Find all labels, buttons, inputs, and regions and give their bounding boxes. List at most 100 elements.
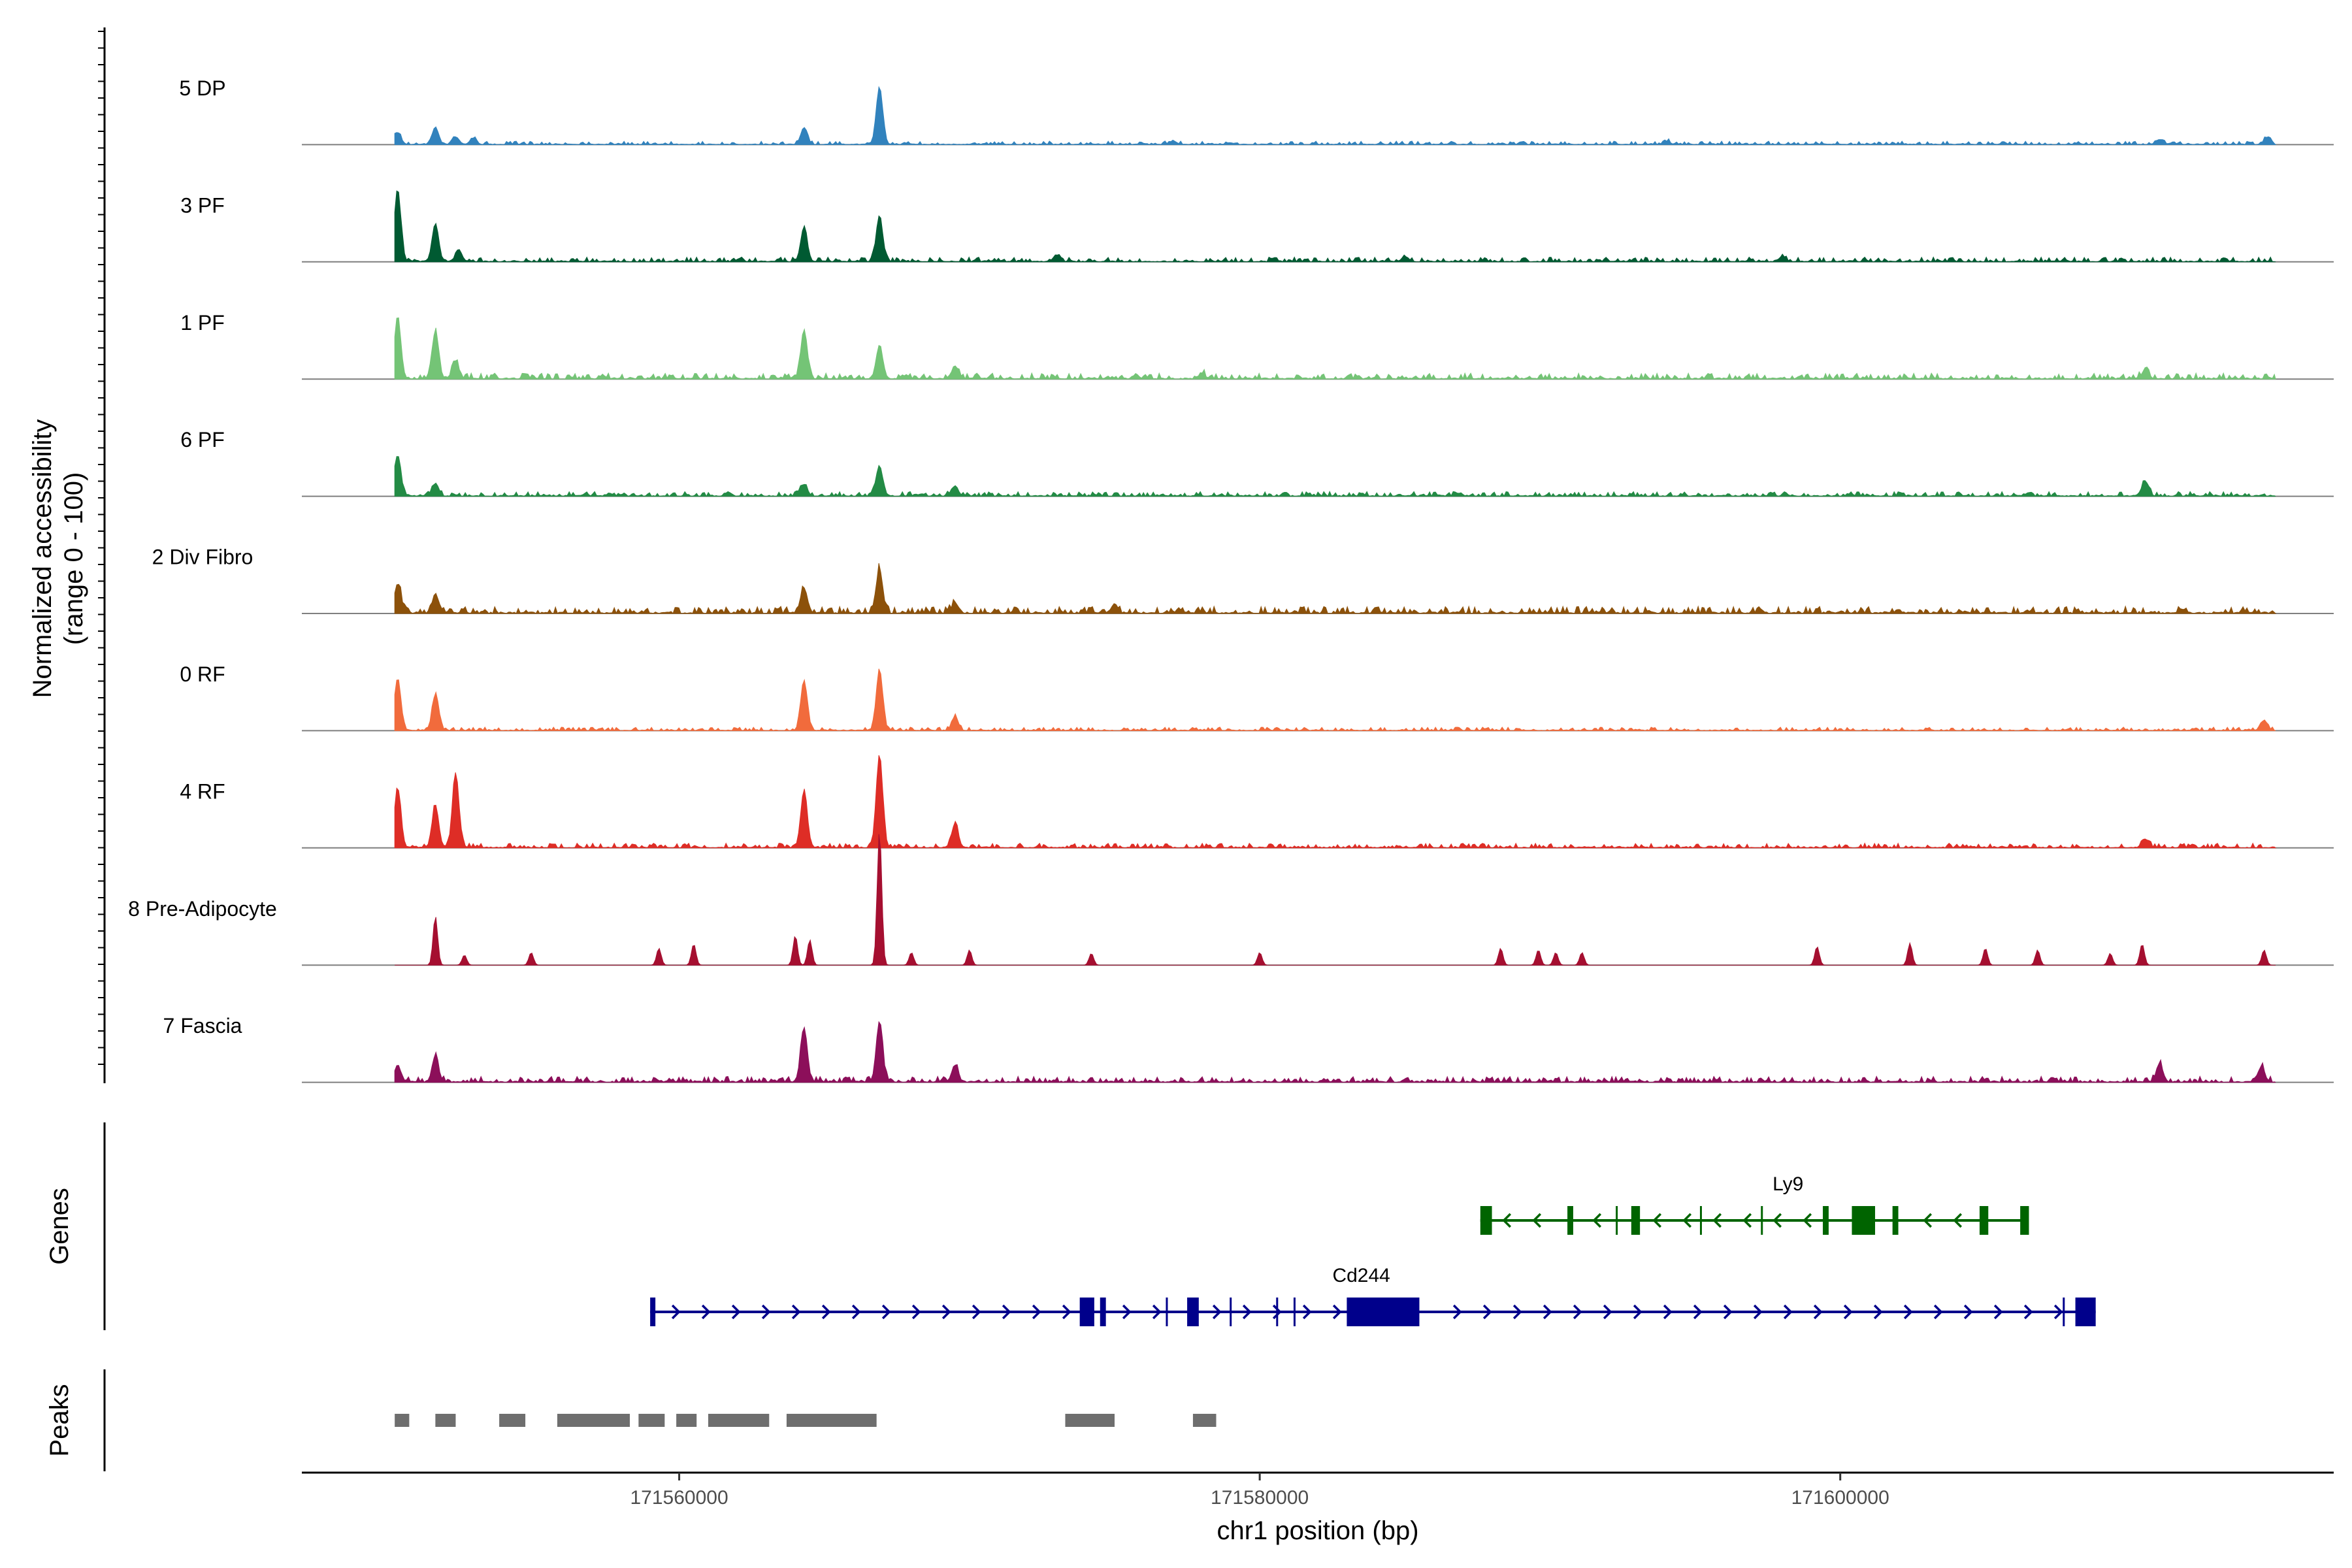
strand-arrow: [1272, 1304, 1282, 1320]
strand-arrow: [701, 1304, 711, 1320]
peaks-panel-title: Peaks: [45, 1384, 74, 1456]
strand-arrow: [1923, 1213, 1933, 1228]
peak-region: [1192, 1414, 1217, 1427]
gene-exon: [1979, 1206, 1989, 1235]
gene-label: Ly9: [1772, 1173, 1803, 1195]
track-label: 6 PF: [180, 428, 225, 451]
track-3-pf: 3 PF: [180, 190, 2334, 263]
strand-arrow: [1603, 1304, 1612, 1320]
strand-arrow: [1682, 1213, 1692, 1228]
track-5-dp: 5 DP: [179, 76, 2334, 146]
strand-arrow: [1592, 1213, 1602, 1228]
strand-arrow: [1663, 1304, 1673, 1320]
track-2-div-fibro: 2 Div Fibro: [152, 546, 2334, 615]
strand-arrow: [1332, 1304, 1342, 1320]
strand-arrow: [1062, 1304, 1071, 1320]
x-tick-label: 171600000: [1791, 1487, 1889, 1509]
strand-arrow: [1803, 1213, 1812, 1228]
track-label: 2 Div Fibro: [152, 546, 253, 569]
strand-arrow: [1693, 1304, 1703, 1320]
peak-region: [1065, 1414, 1115, 1427]
strand-arrow: [761, 1304, 771, 1320]
strand-arrow: [1742, 1213, 1752, 1228]
strand-arrow: [1963, 1304, 1973, 1320]
strand-arrow: [1843, 1304, 1853, 1320]
coverage-area: [394, 1021, 2276, 1083]
strand-arrow: [1543, 1304, 1552, 1320]
strand-arrow: [1032, 1304, 1041, 1320]
track-label: 4 RF: [180, 779, 225, 803]
strand-arrow: [1783, 1304, 1793, 1320]
track-1-pf: 1 PF: [180, 311, 2334, 380]
peak-region: [557, 1414, 630, 1427]
strand-arrow: [1502, 1213, 1512, 1228]
y-axis-title-line1: Normalized accessibility: [28, 419, 57, 698]
strand-arrow: [1122, 1304, 1132, 1320]
coverage-area: [394, 456, 2276, 497]
strand-arrow: [1813, 1304, 1823, 1320]
strand-arrow: [941, 1304, 951, 1320]
gene-label: Cd244: [1332, 1265, 1390, 1286]
strand-arrow: [1512, 1304, 1522, 1320]
strand-arrow: [1753, 1304, 1763, 1320]
strand-arrow: [1573, 1304, 1582, 1320]
strand-arrow: [1212, 1304, 1222, 1320]
peak-region: [499, 1414, 526, 1427]
x-tick-label: 171560000: [630, 1487, 728, 1509]
strand-arrow: [1993, 1304, 2003, 1320]
coverage-area: [394, 317, 2276, 380]
gene-ly9: Ly9: [1480, 1173, 2029, 1235]
track-7-fascia: 7 Fascia: [163, 1014, 2334, 1083]
y-axis: Normalized accessibility (range 0 - 100): [28, 27, 106, 1083]
peak-region: [676, 1414, 697, 1427]
strand-arrow: [1633, 1304, 1642, 1320]
gene-exon: [1480, 1206, 1492, 1235]
coverage-area: [394, 563, 2277, 615]
track-0-rf: 0 RF: [180, 662, 2334, 732]
gene-exon: [1631, 1206, 1641, 1235]
peaks-panel: Peaks: [45, 1369, 1217, 1471]
strand-arrow: [851, 1304, 861, 1320]
strand-arrow: [1712, 1213, 1722, 1228]
strand-arrow: [1302, 1304, 1312, 1320]
gene-exon: [2020, 1206, 2029, 1235]
strand-arrow: [1903, 1304, 1913, 1320]
gene-exon: [1892, 1206, 1899, 1235]
peak-region: [708, 1414, 770, 1427]
track-label: 3 PF: [180, 193, 225, 217]
gene-exon: [1852, 1206, 1876, 1235]
gene-exon: [1079, 1298, 1094, 1326]
track-label: 1 PF: [180, 311, 225, 335]
x-axis: chr1 position (bp) 171560000 171580000 171…: [302, 1471, 2334, 1545]
y-axis-title-line2: (range 0 - 100): [59, 472, 88, 645]
strand-arrow: [1482, 1304, 1492, 1320]
peak-region: [395, 1414, 410, 1427]
genes-panel-title: Genes: [45, 1188, 74, 1265]
peak-region: [638, 1414, 665, 1427]
strand-arrow: [1242, 1304, 1252, 1320]
strand-arrow: [791, 1304, 801, 1320]
strand-arrow: [1652, 1213, 1662, 1228]
coverage-area: [395, 834, 2276, 966]
strand-arrow: [821, 1304, 831, 1320]
gene-exon: [1823, 1206, 1829, 1235]
track-label: 8 Pre-Adipocyte: [128, 897, 277, 921]
strand-arrow: [911, 1304, 921, 1320]
gene-exon: [1187, 1298, 1199, 1326]
strand-arrow: [1873, 1304, 1883, 1320]
coverage-tracks: 5 DP 3 PF 1 PF 6 PF 2 Div Fibro 0 RF 4 RF 8 Pre…: [128, 76, 2334, 1083]
strand-arrow: [972, 1304, 981, 1320]
peak-region: [435, 1414, 456, 1427]
track-6-pf: 6 PF: [180, 428, 2334, 497]
coverage-area: [394, 668, 2276, 732]
x-axis-title: chr1 position (bp): [1217, 1516, 1418, 1545]
strand-arrow: [1953, 1213, 1963, 1228]
genes-panel: Genes Cd244 Ly9: [45, 1122, 2096, 1330]
gene-exon: [1567, 1206, 1573, 1235]
strand-arrow: [1933, 1304, 1943, 1320]
gene-exon: [650, 1298, 656, 1326]
track-label: 0 RF: [180, 662, 225, 686]
strand-arrow: [1772, 1213, 1782, 1228]
gene-exon: [1347, 1298, 1420, 1326]
